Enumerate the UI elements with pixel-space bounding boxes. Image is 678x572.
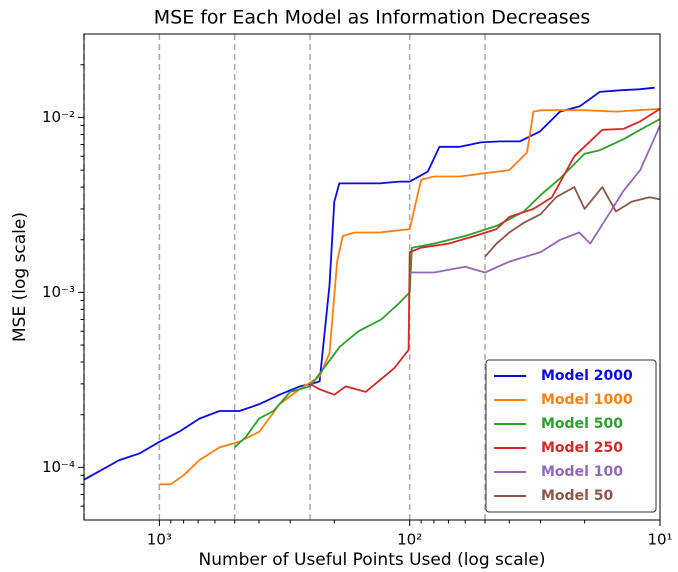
data-line [234, 118, 661, 449]
legend-label: Model 50 [541, 488, 613, 504]
data-line [409, 125, 661, 274]
legend-label: Model 1000 [541, 392, 633, 408]
y-tick-label: 10⁻² [42, 108, 75, 126]
legend-label: Model 2000 [541, 368, 633, 384]
chart-title: MSE for Each Model as Information Decrea… [154, 7, 591, 29]
x-tick-label: 10¹ [647, 531, 672, 549]
legend-box [485, 359, 657, 513]
legend-label: Model 500 [541, 416, 623, 432]
x-axis-label: Number of Useful Points Used (log scale) [199, 550, 546, 570]
data-line [309, 108, 661, 396]
y-tick-label: 10⁻³ [42, 283, 75, 301]
legend-label: Model 100 [541, 464, 623, 480]
plot-frame [83, 33, 661, 521]
legend-label: Model 250 [541, 440, 623, 456]
x-tick-label: 10³ [147, 531, 172, 549]
y-axis-label: MSE (log scale) [10, 212, 30, 342]
legend: Model 2000 Model 1000 Model 500 Model 250 Mo… [485, 359, 657, 513]
data-line [83, 86, 655, 481]
data-line [159, 108, 661, 486]
data-line [484, 186, 661, 258]
y-tick-label: 10⁻⁴ [42, 458, 75, 476]
x-tick-label: 10² [397, 531, 422, 549]
